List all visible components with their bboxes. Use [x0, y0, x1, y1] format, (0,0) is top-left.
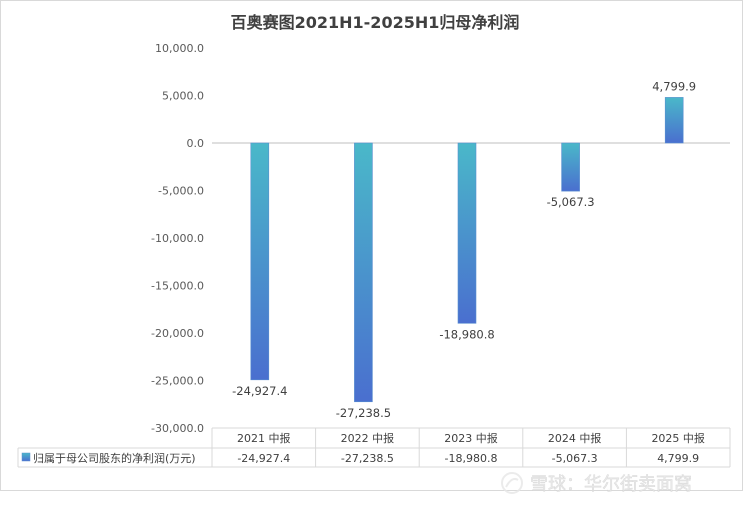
x-tick-label: 2023 中报 — [444, 431, 498, 445]
y-tick-label: -20,000.0 — [151, 327, 204, 340]
watermark-text: 雪球：华尔街卖面窝 — [530, 474, 692, 495]
watermark-logo-mark — [505, 477, 519, 488]
table-value: -24,927.4 — [237, 452, 290, 465]
table-value: 4,799.9 — [657, 452, 699, 465]
y-tick-label: -25,000.0 — [151, 375, 204, 388]
x-tick-label: 2025 中报 — [651, 431, 705, 445]
data-label: -18,980.8 — [439, 327, 494, 341]
y-tick-label: -30,000.0 — [151, 422, 204, 435]
table-value: -27,238.5 — [341, 452, 394, 465]
x-tick-label: 2022 中报 — [341, 431, 395, 445]
y-tick-label: -5,000.0 — [158, 185, 204, 198]
y-tick-label: 5,000.0 — [162, 90, 204, 103]
table-value: -18,980.8 — [445, 452, 498, 465]
chart-title: 百奥赛图2021H1-2025H1归母净利润 — [231, 13, 520, 32]
y-tick-label: -15,000.0 — [151, 280, 204, 293]
y-tick-label: 0.0 — [187, 137, 205, 150]
data-label: -5,067.3 — [547, 195, 595, 209]
y-axis: 10,000.0 5,000.0 0.0 -5,000.0 -10,000.0 -15,0… — [151, 42, 204, 435]
x-tick-label: 2024 中报 — [548, 431, 602, 445]
bar — [561, 142, 580, 192]
legend-key — [21, 452, 31, 462]
bar — [457, 142, 477, 324]
table-value: -5,067.3 — [552, 452, 598, 465]
data-table: 2021 中报 -24,927.4 2022 中报 -27,238.5 2023 中报 -… — [17, 427, 731, 468]
bar — [354, 142, 373, 403]
x-tick-label: 2021 中报 — [237, 431, 291, 445]
bar — [250, 142, 270, 381]
plot-area: -24,927.4 -27,238.5 -18,980.8 -5,067.3 4,799… — [212, 79, 730, 420]
y-tick-label: -10,000.0 — [151, 232, 204, 245]
y-tick-label: 10,000.0 — [155, 42, 204, 55]
bar — [664, 97, 684, 144]
data-label: 4,799.9 — [652, 79, 696, 93]
data-label: -24,927.4 — [232, 384, 287, 398]
watermark: 雪球：华尔街卖面窝 — [501, 472, 692, 495]
data-label: -27,238.5 — [336, 406, 391, 420]
legend-series-name: 归属于母公司股东的净利润(万元) — [33, 451, 196, 465]
watermark-logo-icon — [501, 472, 523, 494]
